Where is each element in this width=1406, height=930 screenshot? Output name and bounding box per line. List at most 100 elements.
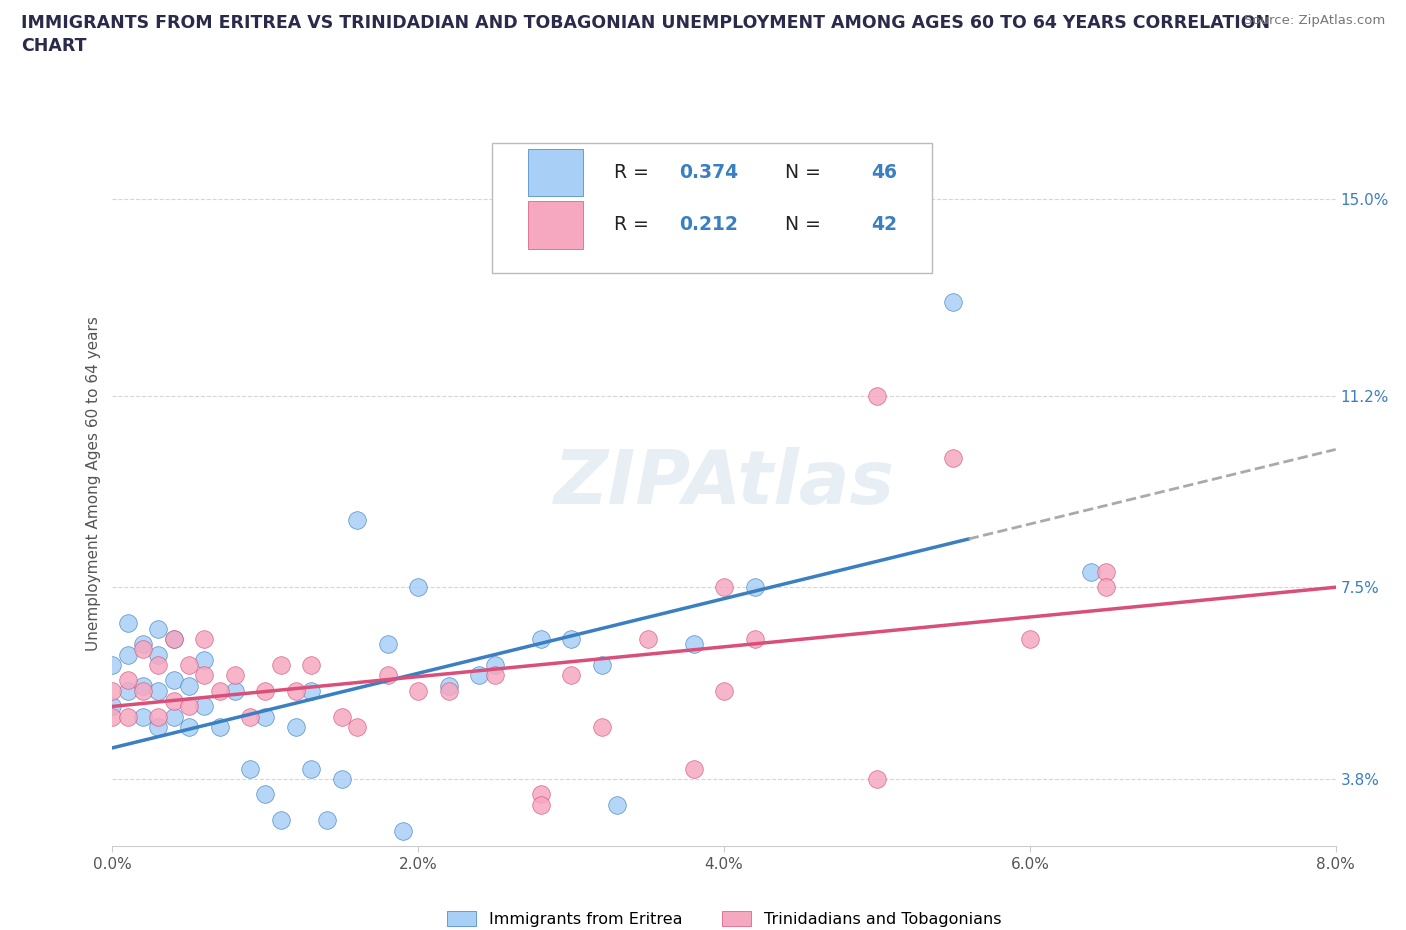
Point	[942, 295, 965, 310]
Point	[163, 694, 186, 709]
Point	[299, 684, 322, 698]
Text: CHART: CHART	[21, 37, 87, 55]
Point	[392, 823, 415, 838]
Text: R =: R =	[614, 164, 655, 182]
Point	[606, 797, 628, 812]
Point	[346, 512, 368, 527]
Point	[713, 684, 735, 698]
Y-axis label: Unemployment Among Ages 60 to 64 years: Unemployment Among Ages 60 to 64 years	[86, 316, 101, 651]
Point	[148, 621, 170, 636]
Point	[284, 684, 308, 698]
Point	[132, 637, 155, 652]
Point	[299, 658, 322, 672]
Point	[484, 658, 506, 672]
Point	[346, 720, 368, 735]
Text: N =: N =	[773, 216, 827, 234]
Point	[148, 710, 170, 724]
Point	[208, 720, 231, 735]
Point	[529, 631, 551, 646]
Point	[208, 684, 231, 698]
Point	[117, 616, 139, 631]
Point	[270, 813, 292, 828]
Point	[193, 699, 215, 714]
Point	[224, 684, 246, 698]
Point	[132, 642, 155, 657]
Point	[437, 678, 460, 693]
Text: R =: R =	[614, 216, 655, 234]
Bar	[529, 149, 583, 196]
Point	[408, 875, 430, 890]
Point	[377, 668, 399, 683]
Legend: Immigrants from Eritrea, Trinidadians and Tobagonians: Immigrants from Eritrea, Trinidadians an…	[440, 905, 1008, 930]
Point	[117, 673, 139, 688]
Point	[254, 710, 277, 724]
Point	[132, 678, 155, 693]
Point	[163, 710, 186, 724]
Point	[239, 710, 262, 724]
Point	[132, 710, 155, 724]
Point	[193, 668, 215, 683]
Point	[101, 658, 124, 672]
Point	[117, 710, 139, 724]
Point	[560, 668, 582, 683]
Point	[101, 684, 124, 698]
Point	[254, 684, 277, 698]
Point	[866, 772, 889, 787]
Point	[224, 668, 246, 683]
Text: 0.374: 0.374	[679, 164, 738, 182]
Point	[330, 710, 353, 724]
Point	[713, 579, 735, 594]
Point	[148, 720, 170, 735]
Point	[1018, 631, 1040, 646]
Point	[148, 647, 170, 662]
Point	[682, 761, 704, 776]
Point	[101, 710, 124, 724]
Point	[591, 720, 613, 735]
Point	[529, 797, 551, 812]
Point	[163, 631, 186, 646]
Point	[437, 684, 460, 698]
Point	[408, 579, 430, 594]
Point	[299, 761, 322, 776]
Text: 46: 46	[870, 164, 897, 182]
Point	[177, 699, 200, 714]
Point	[177, 658, 200, 672]
Text: ZIPAtlas: ZIPAtlas	[554, 447, 894, 520]
Point	[560, 631, 582, 646]
Point	[377, 637, 399, 652]
Point	[163, 673, 186, 688]
Point	[254, 787, 277, 802]
Point	[163, 631, 186, 646]
Point	[239, 761, 262, 776]
Point	[682, 637, 704, 652]
Point	[330, 772, 353, 787]
Point	[315, 813, 337, 828]
Point	[1095, 579, 1118, 594]
Point	[148, 684, 170, 698]
FancyBboxPatch shape	[492, 142, 932, 273]
Point	[744, 631, 766, 646]
Point	[132, 684, 155, 698]
Point	[193, 631, 215, 646]
Text: N =: N =	[773, 164, 827, 182]
Point	[484, 668, 506, 683]
Point	[591, 658, 613, 672]
Point	[942, 450, 965, 465]
Point	[637, 631, 659, 646]
Bar	[529, 202, 583, 248]
Point	[866, 388, 889, 403]
Point	[177, 678, 200, 693]
Point	[284, 720, 308, 735]
Point	[1080, 565, 1102, 579]
Text: IMMIGRANTS FROM ERITREA VS TRINIDADIAN AND TOBAGONIAN UNEMPLOYMENT AMONG AGES 60: IMMIGRANTS FROM ERITREA VS TRINIDADIAN A…	[21, 14, 1270, 32]
Point	[101, 699, 124, 714]
Point	[270, 658, 292, 672]
Point	[529, 787, 551, 802]
Text: Source: ZipAtlas.com: Source: ZipAtlas.com	[1244, 14, 1385, 27]
Point	[193, 652, 215, 667]
Point	[744, 579, 766, 594]
Point	[468, 668, 491, 683]
Text: 0.212: 0.212	[679, 216, 738, 234]
Point	[117, 684, 139, 698]
Point	[148, 658, 170, 672]
